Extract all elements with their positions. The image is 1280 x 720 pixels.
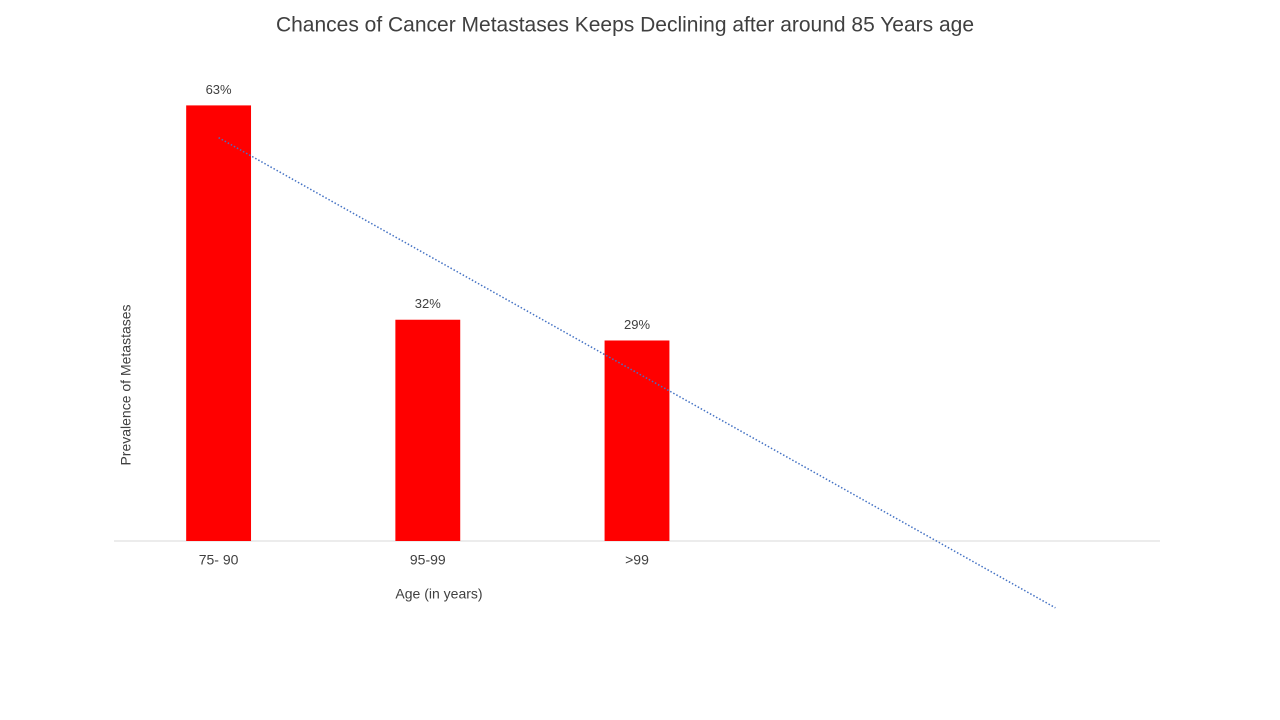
bar [186, 105, 252, 542]
x-tick-label: 95-99 [410, 552, 446, 568]
x-axis-label: Age (in years) [395, 586, 482, 602]
data-label: 29% [624, 317, 650, 332]
trendline [218, 137, 1056, 609]
data-label: 32% [415, 296, 441, 311]
data-label: 63% [206, 82, 232, 97]
x-tick-label: 75- 90 [199, 552, 239, 568]
chart-title: Chances of Cancer Metastases Keeps Decli… [276, 14, 974, 37]
bar [395, 319, 461, 541]
x-tick-label: >99 [625, 552, 649, 568]
bar [604, 340, 670, 541]
y-axis-label: Prevalence of Metastases [118, 304, 134, 465]
